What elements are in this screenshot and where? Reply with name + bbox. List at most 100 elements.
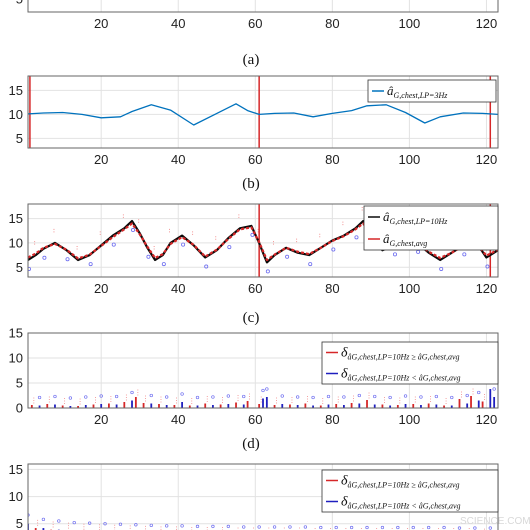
sample-point <box>131 228 136 233</box>
panel-caption: (a) <box>243 52 260 68</box>
sample-point <box>181 242 186 247</box>
series-line-avg <box>28 222 498 262</box>
sample-point <box>180 524 184 528</box>
series-line-0 <box>28 103 498 126</box>
sample-point <box>427 525 431 530</box>
sample-point <box>149 393 153 398</box>
sample-point <box>111 242 116 247</box>
panel-caption: (b) <box>242 176 260 192</box>
sample-point <box>118 522 123 526</box>
sample-point <box>349 525 354 530</box>
x-tick-label: 120 <box>476 152 498 167</box>
legend-entry: âG,chest,avg <box>383 231 427 248</box>
y-tick-label: 10 <box>9 107 23 122</box>
sample-point <box>485 264 490 269</box>
x-tick-label: 20 <box>94 152 108 167</box>
x-tick-label: 120 <box>476 16 498 31</box>
sample-point <box>265 387 269 391</box>
sample-point <box>450 395 454 400</box>
sample-point <box>57 519 61 523</box>
sample-point <box>195 524 200 529</box>
sample-point <box>411 525 415 530</box>
sample-point <box>84 395 88 399</box>
legend-entry: δâG,chest,LP=10Hz ≥ âG,chest,avg <box>341 474 460 490</box>
sample-point <box>331 247 336 252</box>
x-tick-label: 60 <box>248 16 262 31</box>
x-tick-label: 40 <box>171 152 185 167</box>
sample-point <box>288 525 292 529</box>
x-tick-label: 60 <box>248 152 262 167</box>
sample-point <box>204 264 209 269</box>
sample-point <box>342 395 346 399</box>
sample-point <box>99 394 103 398</box>
sample-point <box>65 257 70 262</box>
sample-point <box>280 394 284 398</box>
sample-point <box>303 525 308 529</box>
sample-point <box>357 393 361 398</box>
sample-point <box>403 394 408 398</box>
x-tick-label: 20 <box>94 16 108 31</box>
sample-point <box>149 523 153 527</box>
y-tick-label: 5 <box>16 516 23 530</box>
sample-point <box>319 525 323 530</box>
sample-point <box>257 525 261 529</box>
legend-entry: âG,chest,LP=3Hz <box>387 83 448 100</box>
sample-point <box>462 252 467 257</box>
sample-point <box>392 252 397 257</box>
panel-a: 20 40 60 80 100 120 5 (a) <box>16 0 499 68</box>
y-tick-label: 10 <box>9 489 23 504</box>
x-tick-label: 80 <box>325 412 339 427</box>
legend-b: âG,chest,LP=3Hz <box>367 79 497 103</box>
x-tick-label: 20 <box>94 281 108 296</box>
x-tick-label: 40 <box>171 16 185 31</box>
sample-point <box>28 266 31 271</box>
sample-point <box>226 524 230 529</box>
sample-point <box>492 387 496 391</box>
sample-point <box>272 525 277 529</box>
y-tick-label: 15 <box>9 211 23 226</box>
sample-point <box>250 232 255 237</box>
sample-point <box>373 394 377 399</box>
y-tick-label: 15 <box>9 83 23 98</box>
x-tick-label: 40 <box>171 281 185 296</box>
legend-e: δâG,chest,LP=10Hz ≥ âG,chest,avg δâG,ches… <box>321 469 499 513</box>
sample-point <box>442 525 446 530</box>
watermark: SCIENCE.COM <box>460 516 530 527</box>
y-tick-label: 10 <box>9 235 23 250</box>
sample-point <box>439 266 444 271</box>
y-tick-label: 5 <box>16 376 23 391</box>
sample-point <box>261 388 265 393</box>
x-tick-label: 20 <box>94 412 108 427</box>
sample-point <box>488 526 492 530</box>
panel-b: 20 40 60 80 100 120 5 10 15 âG,chest,LP=3Hz (b) <box>9 75 499 192</box>
y-tick-label: 5 <box>16 260 23 275</box>
x-tick-label: 80 <box>325 16 339 31</box>
sample-point <box>161 262 166 267</box>
sample-point <box>165 524 169 528</box>
panel-caption: (d) <box>242 436 260 452</box>
sample-point <box>42 255 47 260</box>
sample-point <box>37 395 42 400</box>
sample-point <box>180 392 184 396</box>
sample-point <box>87 521 92 525</box>
sample-point <box>242 525 246 529</box>
axes-frame <box>27 0 499 13</box>
sample-point <box>296 395 300 399</box>
sample-point <box>146 254 151 259</box>
sample-point <box>465 393 469 398</box>
x-tick-label: 60 <box>248 281 262 296</box>
x-tick-label: 120 <box>476 281 498 296</box>
sample-point <box>457 526 462 530</box>
sample-point <box>68 396 73 400</box>
sample-point <box>326 394 331 399</box>
panel-caption: (c) <box>243 310 260 326</box>
sample-point <box>226 394 230 398</box>
x-tick-label: 80 <box>325 152 339 167</box>
sample-point <box>354 235 359 240</box>
sample-point <box>227 245 232 250</box>
x-tick-label: 100 <box>399 412 421 427</box>
y-tick-label: 15 <box>9 462 23 477</box>
x-tick-label: 60 <box>248 412 262 427</box>
